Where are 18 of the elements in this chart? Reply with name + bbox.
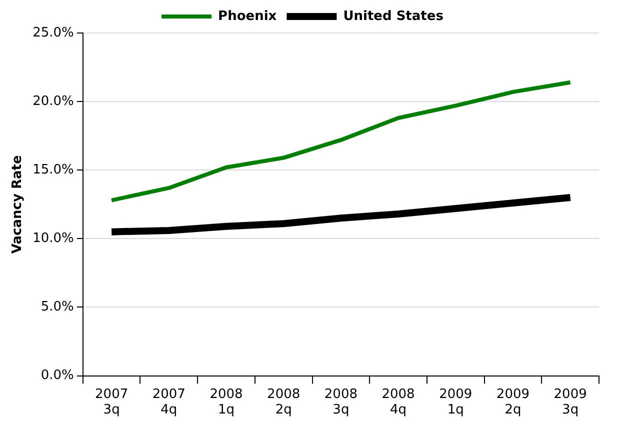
y-tick-label: 0.0% — [40, 368, 74, 384]
legend-label: United States — [343, 8, 444, 24]
y-axis-title: Vacancy Rate — [10, 155, 26, 254]
x-tick-label: 2009 1q — [439, 386, 472, 418]
x-tick-label: 2008 2q — [267, 386, 300, 418]
x-tick-label: 2009 2q — [496, 386, 530, 418]
y-tick-label: 10.0% — [32, 231, 74, 246]
y-tick-label: 15.0% — [32, 162, 74, 178]
x-tick-label: 2007 3q — [95, 386, 128, 418]
x-tick-label: 2009 3q — [554, 386, 587, 418]
x-tick-label: 2008 1q — [210, 386, 243, 418]
y-tick-label: 5.0% — [40, 300, 74, 315]
x-tick-label: 2008 3q — [324, 386, 358, 418]
y-tick-label: 20.0% — [32, 94, 74, 109]
x-tick-label: 2007 4q — [152, 386, 186, 418]
legend-label: Phoenix — [218, 8, 278, 24]
y-tick-label: 25.0% — [32, 25, 74, 40]
x-tick-label: 2008 4q — [382, 386, 415, 418]
